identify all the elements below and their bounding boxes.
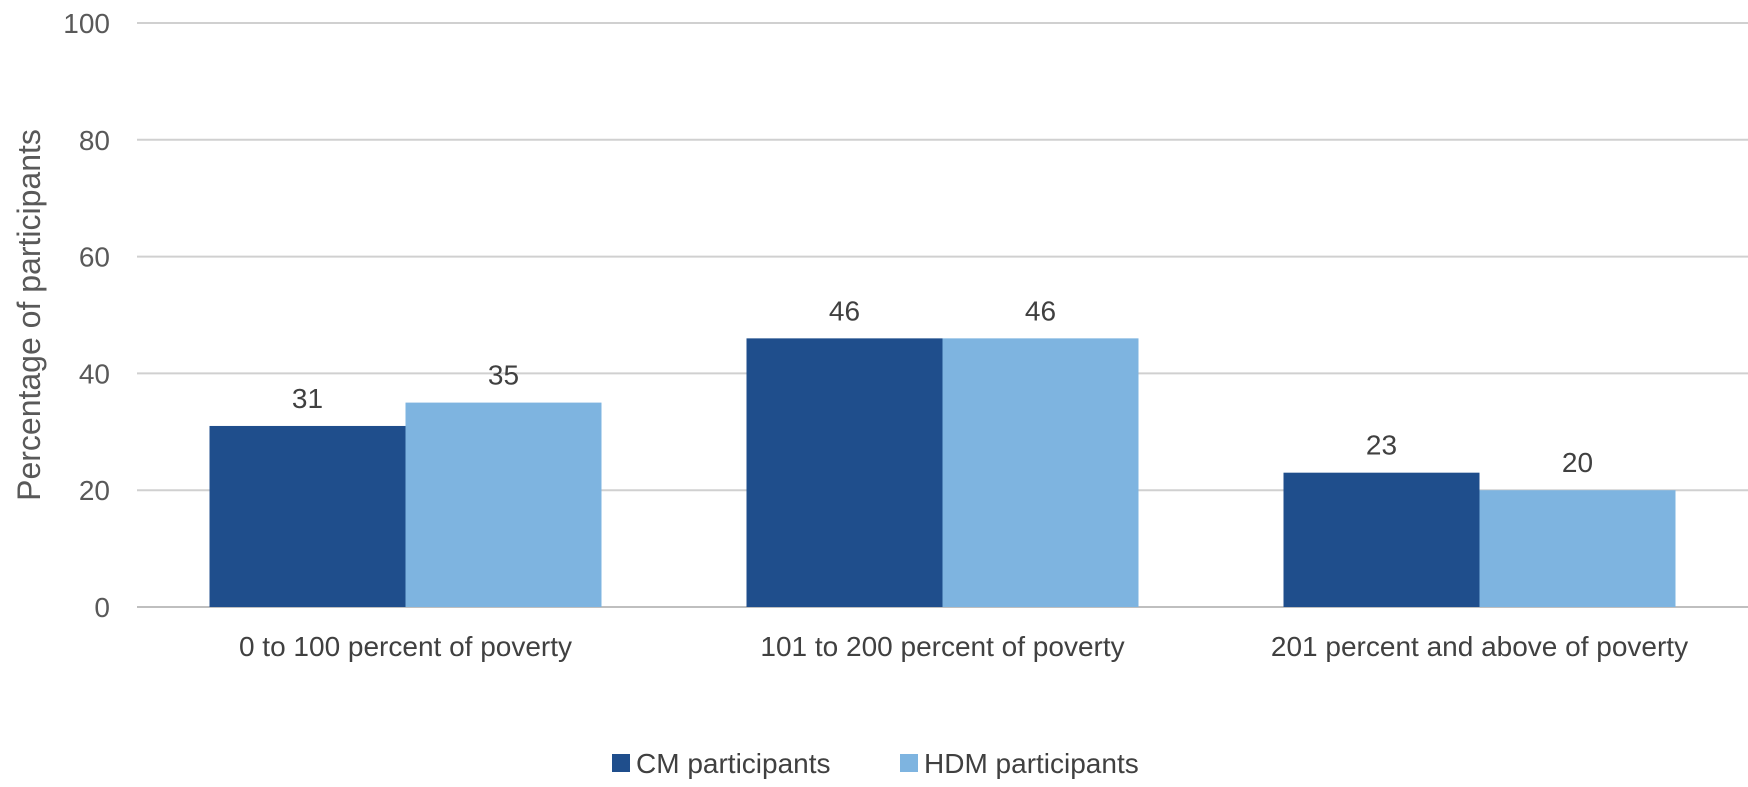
data-label: 23 [1366,430,1397,461]
bar-cm-0 [210,426,406,607]
x-axis-categories: 0 to 100 percent of poverty 101 to 200 pe… [239,631,1688,662]
y-tick-label: 100 [63,8,110,39]
legend-label: HDM participants [924,748,1139,779]
data-label: 31 [292,383,323,414]
y-tick-label: 60 [79,242,110,273]
y-tick-label: 40 [79,358,110,389]
bar-hdm-1 [943,338,1139,607]
bar-hdm-2 [1480,490,1676,607]
bar-cm-1 [747,338,943,607]
y-axis-ticks: 0 20 40 60 80 100 [63,8,110,623]
legend-label: CM participants [636,748,831,779]
y-axis-title: Percentage of participants [11,129,47,501]
x-category-label: 201 percent and above of poverty [1271,631,1688,662]
y-tick-label: 20 [79,475,110,506]
bar-cm-2 [1284,473,1480,607]
legend-swatch [612,754,630,772]
bars [210,338,1676,607]
legend-swatch [900,754,918,772]
data-label: 46 [829,295,860,326]
data-label: 20 [1562,447,1593,478]
y-tick-label: 0 [94,592,110,623]
x-category-label: 101 to 200 percent of poverty [760,631,1124,662]
data-label: 35 [488,360,519,391]
x-category-label: 0 to 100 percent of poverty [239,631,572,662]
y-tick-label: 80 [79,125,110,156]
bar-hdm-0 [406,403,602,607]
legend: CM participants HDM participants [612,748,1139,779]
data-label: 46 [1025,295,1056,326]
